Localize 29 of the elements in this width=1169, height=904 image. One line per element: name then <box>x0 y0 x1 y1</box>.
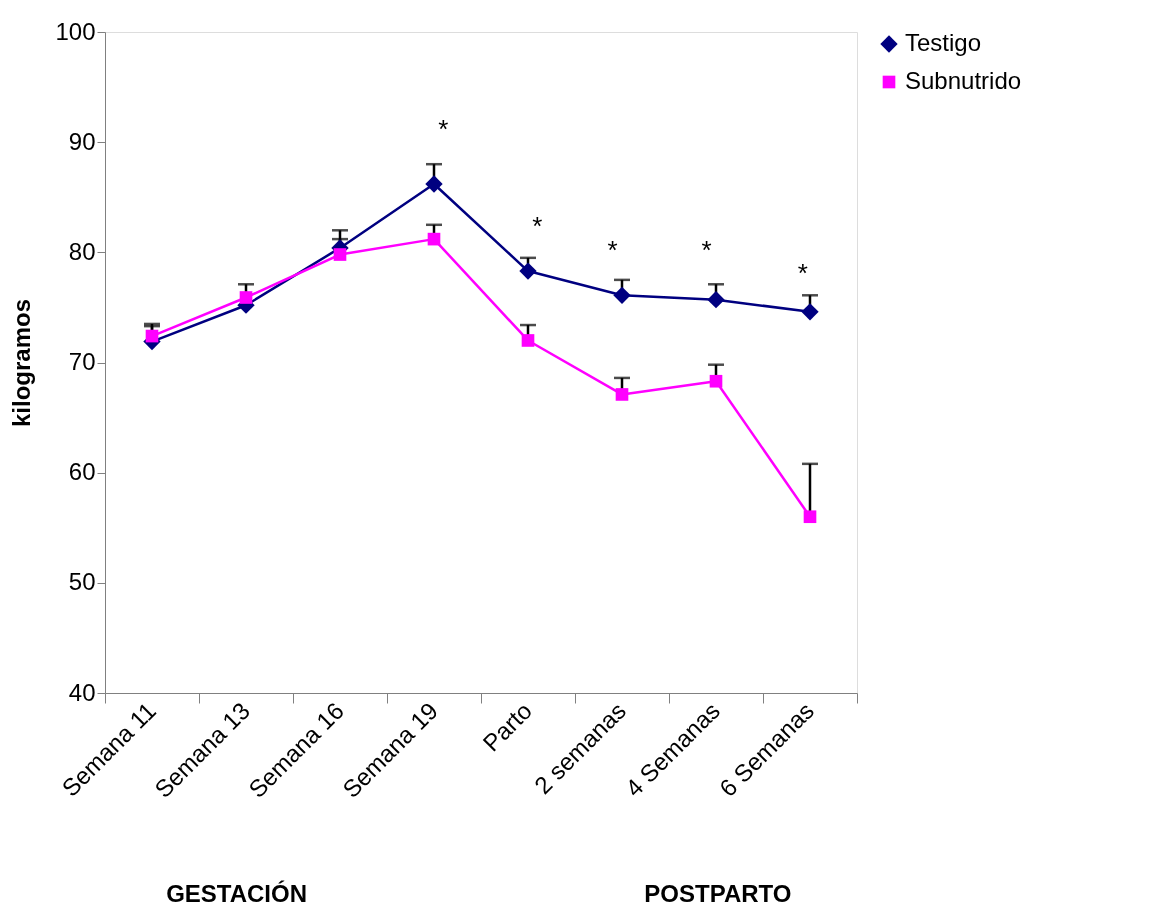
point <box>239 291 253 304</box>
point <box>615 388 629 401</box>
annotation: * <box>797 257 808 288</box>
point <box>803 510 817 524</box>
annotation: * <box>438 113 449 144</box>
y-axis-title: kilogramos <box>8 298 36 428</box>
y-tick-label: 50 <box>68 568 96 596</box>
annotation: * <box>701 235 712 266</box>
y-tick-label: 70 <box>68 348 96 375</box>
point <box>425 175 443 193</box>
point <box>519 262 537 280</box>
point <box>521 334 535 347</box>
annotation: * <box>607 235 618 266</box>
text: POSTPARTO <box>644 880 792 904</box>
text: GESTACIÓN <box>166 880 308 904</box>
y-tick-label: 100 <box>55 17 96 45</box>
point <box>333 248 347 261</box>
legend-label: Subnutrido <box>905 67 1022 94</box>
y-tick-label: 40 <box>68 678 96 706</box>
y-tick-label: 90 <box>68 127 96 155</box>
point <box>801 303 819 321</box>
legend-label: Testigo <box>905 29 982 56</box>
y-tick-label: 60 <box>68 458 96 486</box>
point <box>427 232 441 246</box>
point <box>707 291 725 309</box>
annotation: * <box>532 210 543 241</box>
y-tick-label: 80 <box>68 237 96 265</box>
point <box>709 374 723 388</box>
point <box>613 286 631 304</box>
